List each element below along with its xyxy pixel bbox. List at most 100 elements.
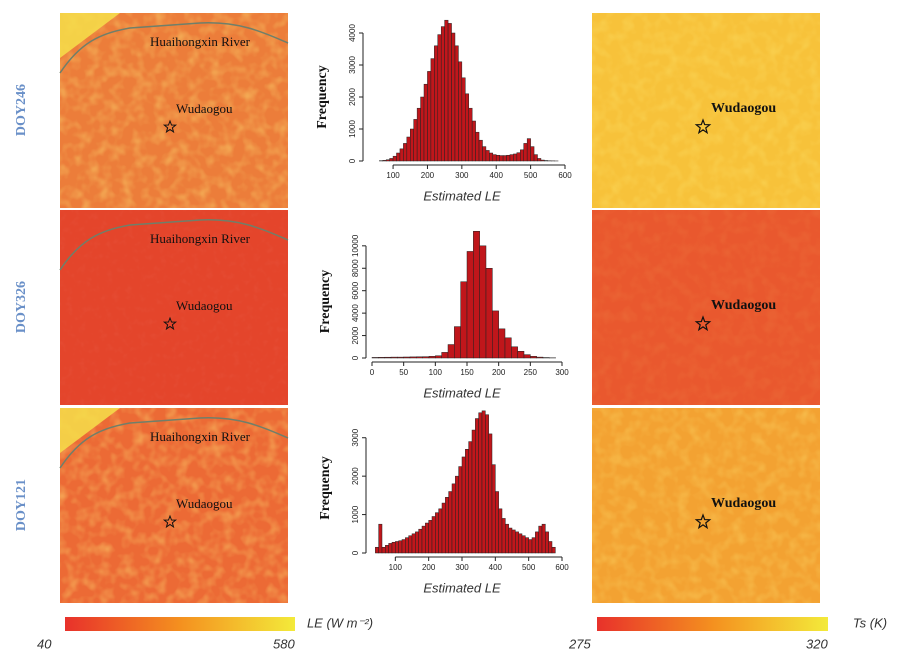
bar (428, 356, 436, 359)
bar (536, 356, 544, 359)
x-tick-label: 500 (522, 563, 536, 572)
bar (395, 541, 399, 554)
bar (405, 537, 409, 554)
bar (520, 149, 524, 162)
bar (403, 143, 408, 162)
colorbar (65, 617, 295, 631)
bar (408, 535, 413, 554)
colorbar-min: 275 (568, 636, 591, 651)
bar (491, 464, 496, 554)
bar (445, 497, 449, 554)
site-marker (162, 316, 178, 331)
bar (413, 119, 418, 162)
bar (495, 154, 500, 162)
y-tick-label: 1000 (348, 120, 357, 138)
x-tick-label: 600 (558, 171, 572, 180)
bar (517, 351, 525, 359)
bar (448, 491, 453, 554)
bar (415, 531, 419, 554)
bar (499, 155, 504, 162)
bar (465, 449, 469, 554)
bar (434, 45, 439, 162)
bar (418, 528, 423, 554)
site-label: Wudaogou (711, 496, 776, 511)
x-tick-label: 300 (455, 563, 469, 572)
bar (508, 527, 513, 554)
bar (422, 356, 430, 359)
site-marker (694, 315, 712, 332)
bar (431, 516, 436, 554)
bar (523, 354, 531, 359)
y-tick-label: 4000 (351, 304, 360, 322)
bar (421, 525, 426, 554)
bar (461, 77, 466, 162)
y-tick-label: 4000 (348, 24, 357, 42)
bar (441, 502, 446, 554)
y-axis-label: Frequency (315, 65, 330, 129)
x-tick-label: 200 (492, 368, 506, 377)
site-label: Wudaogou (176, 101, 233, 116)
x-tick-label: 100 (386, 171, 400, 180)
bar (447, 344, 455, 359)
colorbar-max: 580 (273, 636, 295, 651)
bar (440, 26, 445, 162)
bar (375, 546, 379, 554)
site-marker (162, 119, 178, 134)
site-marker (162, 514, 178, 529)
bar (389, 158, 394, 162)
bar (425, 522, 429, 554)
colorbar (597, 617, 828, 631)
bar (397, 356, 404, 359)
bar (530, 356, 537, 359)
x-axis-label: Estimated LE (423, 580, 501, 595)
river (59, 22, 289, 74)
row-label: DOY246 (14, 84, 29, 136)
y-tick-label: 8000 (351, 259, 360, 277)
bar (479, 245, 487, 359)
x-tick-label: 400 (490, 171, 504, 180)
x-tick-label: 500 (524, 171, 538, 180)
bar (385, 159, 390, 162)
bar (485, 414, 489, 554)
bar (447, 23, 452, 162)
bar (502, 155, 507, 162)
x-tick-label: 300 (555, 368, 569, 377)
bar (465, 93, 469, 162)
bar (488, 433, 493, 554)
colorbar-min: 40 (37, 636, 52, 651)
site-label: Wudaogou (176, 298, 233, 313)
y-axis-label: Frequency (318, 456, 333, 520)
bar (381, 546, 386, 554)
bar (548, 541, 553, 554)
map-texture (592, 408, 820, 603)
bar (451, 32, 456, 162)
bar (392, 155, 397, 162)
bar (438, 508, 443, 554)
bar (468, 107, 473, 162)
bar (516, 152, 521, 162)
bar (504, 337, 512, 359)
bar (398, 540, 403, 554)
bar (537, 158, 542, 162)
bar (435, 512, 439, 554)
bar (396, 152, 401, 162)
bar (501, 518, 506, 554)
bar (515, 531, 519, 554)
bar (495, 491, 499, 554)
bar (371, 357, 379, 359)
bar (437, 34, 442, 162)
bar (441, 352, 449, 359)
bar (466, 251, 474, 359)
bar (468, 441, 473, 554)
bar (458, 61, 463, 162)
colorbar-label: Ts (K) (853, 615, 887, 630)
site-marker (694, 513, 712, 530)
bar (420, 96, 425, 162)
row-label: DOY121 (14, 479, 29, 531)
colorbar-label: LE (W m⁻²) (307, 615, 373, 630)
bar (390, 356, 398, 359)
bar (382, 160, 387, 162)
bar (545, 531, 549, 554)
map-texture (60, 13, 288, 208)
